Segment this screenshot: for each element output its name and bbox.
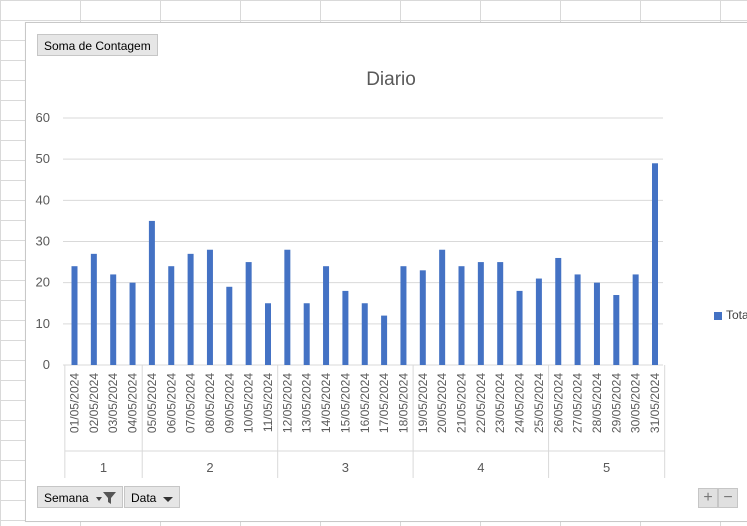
x-tick-label: 16/05/2024 bbox=[358, 373, 372, 433]
legend-swatch bbox=[714, 311, 722, 320]
x-tick-label: 01/05/2024 bbox=[68, 373, 82, 433]
filter-icon bbox=[96, 487, 118, 509]
bar bbox=[555, 257, 562, 365]
bar bbox=[535, 278, 542, 365]
x-tick-label: 30/05/2024 bbox=[629, 373, 643, 433]
bar bbox=[342, 290, 349, 365]
x-tick-label: 24/05/2024 bbox=[513, 373, 527, 433]
bar bbox=[574, 274, 581, 365]
axis-field-button-data[interactable]: Data bbox=[124, 486, 180, 508]
bar bbox=[400, 266, 407, 365]
x-tick-label: 02/05/2024 bbox=[87, 373, 101, 433]
x-tick-label: 11/05/2024 bbox=[261, 373, 275, 432]
bar bbox=[284, 249, 291, 365]
x-tick-label: 03/05/2024 bbox=[106, 373, 120, 433]
y-tick-label: 0 bbox=[43, 357, 50, 372]
bar bbox=[516, 290, 523, 365]
legend-label: Total bbox=[726, 308, 747, 322]
x-tick-label: 19/05/2024 bbox=[416, 373, 430, 433]
group-label: 3 bbox=[342, 460, 349, 475]
y-tick-label: 50 bbox=[36, 151, 50, 166]
bar bbox=[439, 249, 446, 365]
x-tick-label: 08/05/2024 bbox=[203, 373, 217, 433]
bar bbox=[458, 266, 465, 365]
chart-title: Diario bbox=[366, 69, 416, 90]
value-field-button[interactable]: Soma de Contagem bbox=[37, 34, 158, 56]
bar bbox=[652, 163, 658, 365]
zoom-in-button[interactable]: + bbox=[698, 488, 718, 508]
bar bbox=[129, 282, 136, 365]
x-tick-label: 05/05/2024 bbox=[145, 373, 159, 433]
y-tick-label: 40 bbox=[36, 192, 50, 207]
x-tick-label: 17/05/2024 bbox=[377, 373, 391, 433]
x-tick-label: 04/05/2024 bbox=[126, 373, 140, 433]
bar bbox=[361, 303, 368, 365]
zoom-out-button[interactable]: − bbox=[718, 488, 738, 508]
x-tick-label: 09/05/2024 bbox=[222, 373, 236, 433]
x-tick-label: 31/05/2024 bbox=[648, 373, 662, 433]
x-tick-label: 23/05/2024 bbox=[493, 373, 507, 433]
x-tick-label: 06/05/2024 bbox=[164, 373, 178, 433]
x-tick-label: 10/05/2024 bbox=[242, 373, 256, 433]
x-tick-label: 29/05/2024 bbox=[609, 373, 623, 433]
x-tick-label: 21/05/2024 bbox=[455, 373, 469, 433]
group-label: 2 bbox=[206, 460, 213, 475]
x-tick-label: 12/05/2024 bbox=[280, 373, 294, 433]
bar bbox=[323, 266, 330, 365]
dropdown-arrow-icon bbox=[163, 487, 173, 509]
axis-field-label: Data bbox=[131, 491, 157, 505]
axis-field-button-semana[interactable]: Semana bbox=[37, 486, 123, 508]
bar bbox=[593, 282, 600, 365]
x-tick-label: 18/05/2024 bbox=[396, 373, 410, 433]
x-tick-label: 25/05/2024 bbox=[532, 373, 546, 433]
group-label: 5 bbox=[603, 460, 610, 475]
x-tick-label: 13/05/2024 bbox=[300, 373, 314, 433]
x-tick-label: 15/05/2024 bbox=[338, 373, 352, 433]
y-tick-label: 10 bbox=[36, 316, 50, 331]
x-tick-label: 27/05/2024 bbox=[571, 373, 585, 433]
bar bbox=[381, 315, 388, 365]
bar bbox=[303, 303, 310, 365]
bar bbox=[226, 286, 233, 365]
bar bbox=[497, 262, 504, 365]
group-label: 4 bbox=[477, 460, 484, 475]
bar bbox=[245, 262, 252, 365]
bar bbox=[71, 266, 78, 365]
y-tick-label: 20 bbox=[36, 275, 50, 290]
bar bbox=[265, 303, 271, 365]
bar bbox=[90, 253, 97, 365]
x-tick-label: 20/05/2024 bbox=[435, 373, 449, 433]
bar bbox=[110, 274, 117, 365]
group-label: 1 bbox=[100, 460, 107, 475]
x-tick-label: 14/05/2024 bbox=[319, 373, 333, 433]
chart-legend: Total bbox=[714, 308, 747, 322]
y-tick-label: 30 bbox=[36, 234, 50, 249]
bar bbox=[613, 295, 620, 365]
bar bbox=[206, 249, 213, 365]
bar bbox=[477, 262, 484, 365]
bar bbox=[148, 220, 155, 365]
x-tick-label: 28/05/2024 bbox=[590, 373, 604, 433]
bar bbox=[419, 270, 426, 365]
bar bbox=[187, 253, 194, 365]
x-tick-label: 26/05/2024 bbox=[551, 373, 565, 433]
axis-field-label: Semana bbox=[44, 491, 89, 505]
chart-plot: 0 10 20 30 40 50 60 01/05/2024 02/05/2024 03/05/2… bbox=[36, 110, 666, 478]
bar bbox=[168, 266, 175, 365]
x-tick-label: 07/05/2024 bbox=[184, 373, 198, 433]
pivot-chart[interactable]: Soma de Contagem Diario 0 10 20 30 40 50 60 01/… bbox=[25, 22, 747, 522]
y-tick-label: 60 bbox=[36, 110, 50, 125]
x-tick-label: 22/05/2024 bbox=[474, 373, 488, 433]
bar bbox=[632, 274, 639, 365]
